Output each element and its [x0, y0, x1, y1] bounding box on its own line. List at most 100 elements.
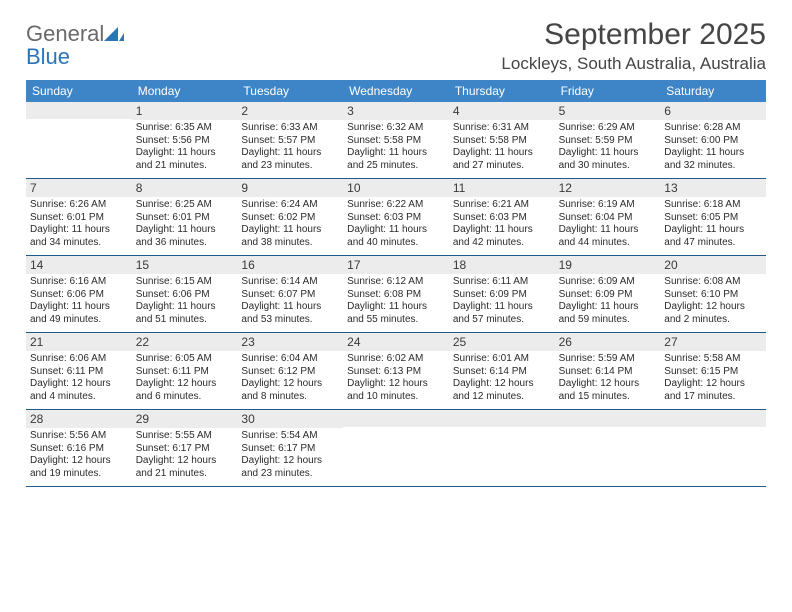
daylight-text: Daylight: 12 hours and 23 minutes. — [241, 455, 339, 480]
date-number: 18 — [449, 256, 555, 274]
sunset-text: Sunset: 6:11 PM — [136, 366, 234, 379]
day-header: Monday — [132, 80, 238, 102]
sunrise-text: Sunrise: 6:18 AM — [664, 199, 762, 212]
date-number: 25 — [449, 333, 555, 351]
daylight-text: Daylight: 11 hours and 34 minutes. — [30, 224, 128, 249]
day-detail: Sunrise: 6:14 AMSunset: 6:07 PMDaylight:… — [241, 276, 339, 326]
day-cell: 8 Sunrise: 6:25 AMSunset: 6:01 PMDaylight… — [132, 179, 238, 255]
day-detail: Sunrise: 6:12 AMSunset: 6:08 PMDaylight:… — [347, 276, 445, 326]
daylight-text: Daylight: 11 hours and 44 minutes. — [559, 224, 657, 249]
date-number: 27 — [660, 333, 766, 351]
sunset-text: Sunset: 6:10 PM — [664, 289, 762, 302]
sunrise-text: Sunrise: 6:29 AM — [559, 122, 657, 135]
sunrise-text: Sunrise: 6:15 AM — [136, 276, 234, 289]
sunrise-text: Sunrise: 6:25 AM — [136, 199, 234, 212]
day-detail: Sunrise: 6:04 AMSunset: 6:12 PMDaylight:… — [241, 353, 339, 403]
daylight-text: Daylight: 12 hours and 12 minutes. — [453, 378, 551, 403]
date-number: 8 — [132, 179, 238, 197]
date-number: 11 — [449, 179, 555, 197]
day-cell: 13Sunrise: 6:18 AMSunset: 6:05 PMDayligh… — [660, 179, 766, 255]
day-detail: Sunrise: 6:26 AMSunset: 6:01 PMDaylight:… — [30, 199, 128, 249]
sunrise-text: Sunrise: 6:32 AM — [347, 122, 445, 135]
day-detail: Sunrise: 6:02 AMSunset: 6:13 PMDaylight:… — [347, 353, 445, 403]
date-number: 12 — [555, 179, 661, 197]
sunset-text: Sunset: 6:04 PM — [559, 212, 657, 225]
logo-word2: Blue — [26, 44, 70, 69]
date-number: 1 — [132, 102, 238, 120]
date-number: 23 — [237, 333, 343, 351]
daylight-text: Daylight: 11 hours and 25 minutes. — [347, 147, 445, 172]
sunset-text: Sunset: 6:03 PM — [453, 212, 551, 225]
logo-word1: General — [26, 21, 104, 46]
date-number: 22 — [132, 333, 238, 351]
sunrise-text: Sunrise: 6:31 AM — [453, 122, 551, 135]
day-detail: Sunrise: 6:35 AMSunset: 5:56 PMDaylight:… — [136, 122, 234, 172]
sunset-text: Sunset: 5:59 PM — [559, 135, 657, 148]
sunset-text: Sunset: 6:06 PM — [136, 289, 234, 302]
sunrise-text: Sunrise: 6:06 AM — [30, 353, 128, 366]
day-detail: Sunrise: 5:58 AMSunset: 6:15 PMDaylight:… — [664, 353, 762, 403]
sunset-text: Sunset: 6:12 PM — [241, 366, 339, 379]
calendar-body: 1 Sunrise: 6:35 AMSunset: 5:56 PMDaylight… — [26, 102, 766, 487]
day-detail: Sunrise: 6:11 AMSunset: 6:09 PMDaylight:… — [453, 276, 551, 326]
sunset-text: Sunset: 6:01 PM — [136, 212, 234, 225]
sunset-text: Sunset: 6:11 PM — [30, 366, 128, 379]
date-number: 30 — [237, 410, 343, 428]
day-header: Tuesday — [237, 80, 343, 102]
day-detail: Sunrise: 6:01 AMSunset: 6:14 PMDaylight:… — [453, 353, 551, 403]
sunrise-text: Sunrise: 6:33 AM — [241, 122, 339, 135]
sunrise-text: Sunrise: 6:35 AM — [136, 122, 234, 135]
daylight-text: Daylight: 12 hours and 19 minutes. — [30, 455, 128, 480]
sunrise-text: Sunrise: 6:11 AM — [453, 276, 551, 289]
daylight-text: Daylight: 12 hours and 2 minutes. — [664, 301, 762, 326]
daylight-text: Daylight: 12 hours and 17 minutes. — [664, 378, 762, 403]
day-cell: 3Sunrise: 6:32 AMSunset: 5:58 PMDaylight… — [343, 102, 449, 178]
sunrise-text: Sunrise: 6:09 AM — [559, 276, 657, 289]
day-header: Friday — [555, 80, 661, 102]
month-title: September 2025 — [501, 18, 766, 52]
logo: General Blue — [26, 18, 124, 68]
day-detail: Sunrise: 6:22 AMSunset: 6:03 PMDaylight:… — [347, 199, 445, 249]
date-number: 10 — [343, 179, 449, 197]
day-cell: 30Sunrise: 5:54 AMSunset: 6:17 PMDayligh… — [237, 410, 343, 486]
sunset-text: Sunset: 6:09 PM — [453, 289, 551, 302]
sunset-text: Sunset: 5:57 PM — [241, 135, 339, 148]
date-number: 4 — [449, 102, 555, 120]
day-cell: 14Sunrise: 6:16 AMSunset: 6:06 PMDayligh… — [26, 256, 132, 332]
day-detail: Sunrise: 6:25 AMSunset: 6:01 PMDaylight:… — [136, 199, 234, 249]
calendar: SundayMondayTuesdayWednesdayThursdayFrid… — [26, 80, 766, 487]
date-number: 29 — [132, 410, 238, 428]
sunrise-text: Sunrise: 6:08 AM — [664, 276, 762, 289]
day-cell: 1 Sunrise: 6:35 AMSunset: 5:56 PMDaylight… — [132, 102, 238, 178]
daylight-text: Daylight: 11 hours and 49 minutes. — [30, 301, 128, 326]
logo-text: General Blue — [26, 22, 124, 68]
day-cell: 7Sunrise: 6:26 AMSunset: 6:01 PMDaylight… — [26, 179, 132, 255]
week-row: 28Sunrise: 5:56 AMSunset: 6:16 PMDayligh… — [26, 410, 766, 487]
week-row: 1 Sunrise: 6:35 AMSunset: 5:56 PMDaylight… — [26, 102, 766, 179]
daylight-text: Daylight: 11 hours and 53 minutes. — [241, 301, 339, 326]
sunrise-text: Sunrise: 6:28 AM — [664, 122, 762, 135]
sunset-text: Sunset: 6:13 PM — [347, 366, 445, 379]
sunrise-text: Sunrise: 6:24 AM — [241, 199, 339, 212]
week-row: 14Sunrise: 6:16 AMSunset: 6:06 PMDayligh… — [26, 256, 766, 333]
sunrise-text: Sunrise: 6:21 AM — [453, 199, 551, 212]
day-detail: Sunrise: 6:33 AMSunset: 5:57 PMDaylight:… — [241, 122, 339, 172]
date-number: 3 — [343, 102, 449, 120]
calendar-header-row: SundayMondayTuesdayWednesdayThursdayFrid… — [26, 80, 766, 102]
day-cell: 19Sunrise: 6:09 AMSunset: 6:09 PMDayligh… — [555, 256, 661, 332]
daylight-text: Daylight: 11 hours and 32 minutes. — [664, 147, 762, 172]
date-number: 15 — [132, 256, 238, 274]
daylight-text: Daylight: 11 hours and 57 minutes. — [453, 301, 551, 326]
daylight-text: Daylight: 11 hours and 21 minutes. — [136, 147, 234, 172]
day-cell: 24Sunrise: 6:02 AMSunset: 6:13 PMDayligh… — [343, 333, 449, 409]
daylight-text: Daylight: 12 hours and 8 minutes. — [241, 378, 339, 403]
day-header: Saturday — [660, 80, 766, 102]
sunrise-text: Sunrise: 5:54 AM — [241, 430, 339, 443]
title-block: September 2025 Lockleys, South Australia… — [501, 18, 766, 74]
day-detail: Sunrise: 6:18 AMSunset: 6:05 PMDaylight:… — [664, 199, 762, 249]
daylight-text: Daylight: 11 hours and 30 minutes. — [559, 147, 657, 172]
daylight-text: Daylight: 12 hours and 15 minutes. — [559, 378, 657, 403]
sunrise-text: Sunrise: 5:58 AM — [664, 353, 762, 366]
day-header: Wednesday — [343, 80, 449, 102]
sunrise-text: Sunrise: 5:56 AM — [30, 430, 128, 443]
